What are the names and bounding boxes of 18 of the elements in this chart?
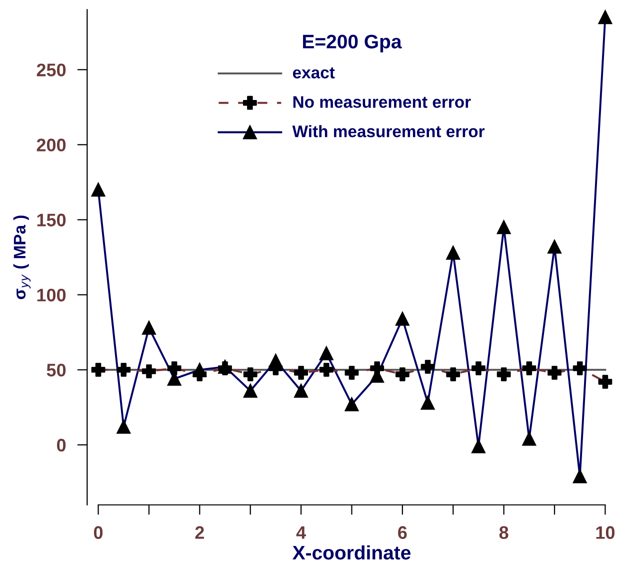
x-axis-title: X-coordinate bbox=[292, 545, 410, 560]
x-tick-label: 8 bbox=[499, 526, 508, 539]
y-tick-label: 150 bbox=[37, 214, 66, 226]
y-tick-label: 0 bbox=[57, 438, 66, 452]
legend-label: exact bbox=[292, 67, 335, 78]
x-tick-label: 4 bbox=[296, 526, 306, 539]
y-tick-label: 250 bbox=[36, 64, 66, 76]
legend-title: E=200 Gpa bbox=[303, 34, 402, 52]
x-tick-label: 0 bbox=[94, 526, 103, 539]
x-tick-label: 6 bbox=[398, 526, 407, 539]
y-tick-label: 200 bbox=[36, 138, 66, 152]
legend-label: No measurement error bbox=[293, 96, 471, 108]
y-tick-label: 100 bbox=[37, 288, 66, 302]
y-tick-label: 50 bbox=[46, 364, 66, 377]
y-axis-title: σ$_{yy}$ ( MPa ) bbox=[13, 216, 31, 300]
x-tick-label: 2 bbox=[195, 526, 204, 539]
x-tick-label: 10 bbox=[596, 526, 615, 539]
legend-label: With measurement error bbox=[292, 125, 485, 138]
